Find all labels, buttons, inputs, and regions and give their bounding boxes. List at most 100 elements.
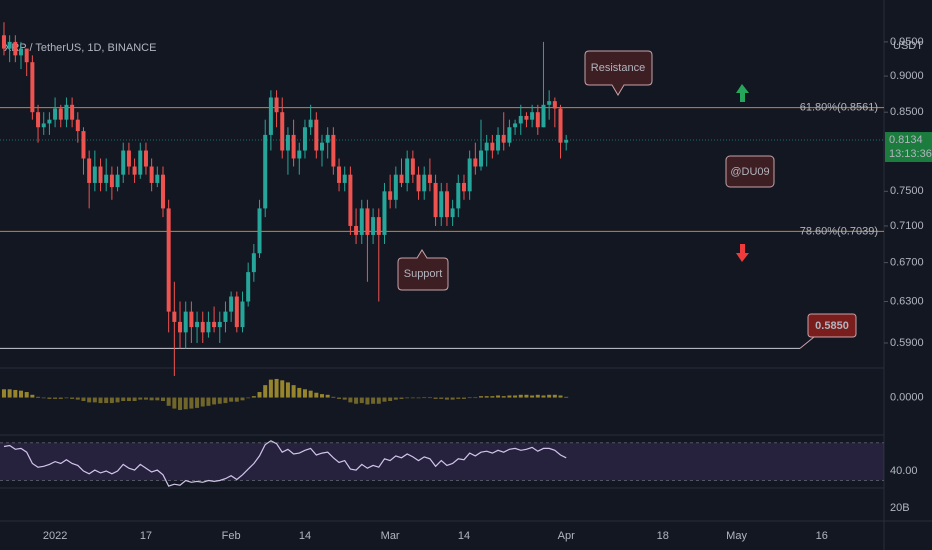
macd-bar (104, 397, 109, 404)
candle-body (246, 272, 251, 302)
macd-bar (507, 395, 512, 398)
candle-body (172, 311, 177, 322)
macd-bar (58, 397, 63, 399)
candle-body (212, 321, 217, 328)
candle-body (308, 119, 313, 128)
candle-body (81, 131, 86, 159)
candle-body (200, 321, 205, 333)
y-tick-label: 0.5900 (890, 337, 924, 349)
macd-bar (206, 397, 211, 406)
macd-bar (183, 397, 188, 410)
candle-body (64, 104, 69, 120)
macd-bar (331, 396, 336, 398)
candle-body (268, 97, 273, 135)
y-tick-label: 0.7500 (890, 185, 924, 197)
macd-bar (382, 397, 387, 402)
candle-body (160, 174, 165, 209)
support-pointer (799, 336, 815, 349)
macd-bar (518, 394, 523, 398)
macd-bar (376, 397, 381, 404)
candle-body (371, 217, 376, 235)
macd-bar (217, 397, 222, 404)
candle-body (490, 142, 495, 151)
macd-bar (450, 397, 455, 400)
macd-bar (200, 397, 205, 407)
candle-body (388, 191, 393, 200)
x-tick-label: 16 (816, 530, 828, 542)
macd-bar (501, 396, 506, 398)
candle-body (541, 104, 546, 128)
candle-body (98, 166, 103, 183)
candle-body (337, 166, 342, 183)
candle-body (297, 150, 302, 159)
candle-body (183, 311, 188, 333)
candle-body (405, 158, 410, 183)
x-tick-label: 18 (657, 530, 669, 542)
candle-body (325, 134, 330, 143)
macd-tick-label: 0.0000 (890, 391, 924, 403)
fib-label: 78.60%(0.7039) (800, 225, 878, 237)
macd-bar (75, 397, 80, 400)
macd-bar (115, 397, 120, 403)
macd-bar (195, 397, 200, 408)
candle-body (467, 158, 472, 192)
last-price-box (885, 132, 932, 163)
macd-bar (7, 389, 12, 398)
macd-bar (246, 397, 251, 399)
macd-bar (302, 389, 307, 398)
candle-body (427, 174, 432, 183)
candle-body (433, 182, 438, 218)
macd-bar (484, 396, 489, 398)
macd-bar (547, 394, 552, 398)
macd-bar (274, 378, 279, 398)
macd-bar (467, 397, 472, 399)
candle-body (331, 134, 336, 167)
macd-bar (422, 397, 427, 399)
candle-body (70, 104, 75, 120)
x-tick-label: 17 (140, 530, 152, 542)
candle-body (439, 191, 444, 218)
down-arrow (736, 244, 749, 262)
candle-body (535, 112, 540, 128)
macd-bar (81, 397, 86, 401)
candle-body (92, 166, 97, 183)
candle-body (348, 174, 353, 226)
candle-body (41, 123, 46, 128)
candle-body (285, 134, 290, 151)
candle-body (240, 301, 245, 328)
callout-text: Support (404, 268, 443, 280)
macd-bar (308, 390, 313, 398)
candle-body (410, 158, 415, 175)
macd-bar (371, 397, 376, 404)
y-tick-label: 0.6300 (890, 295, 924, 307)
candle-body (47, 119, 52, 124)
macd-bar (143, 397, 148, 400)
candle-body (104, 174, 109, 183)
macd-bar (132, 397, 137, 401)
candle-body (484, 142, 489, 151)
candle-body (280, 112, 285, 151)
macd-bar (490, 396, 495, 398)
candle-body (342, 174, 347, 183)
macd-bar (189, 397, 194, 409)
candle-body (121, 150, 126, 175)
macd-bar (240, 397, 245, 401)
macd-bar (541, 395, 546, 398)
resistance-callout: Resistance (584, 50, 653, 96)
rsi-line (3, 440, 567, 487)
macd-bar (166, 397, 171, 406)
chart-title: XRP / TetherUS, 1D, BINANCE (4, 42, 156, 54)
candle-body (302, 127, 307, 151)
candle-body (109, 174, 114, 188)
x-tick-label: Feb (222, 530, 241, 542)
macd-bar (109, 397, 114, 404)
y-tick-label: 0.7100 (890, 220, 924, 232)
candle-body (524, 115, 529, 120)
macd-bar (149, 397, 154, 401)
candle-body (229, 296, 234, 312)
macd-bar (405, 397, 410, 399)
macd-bar (410, 397, 415, 399)
macd-bar (496, 395, 501, 398)
macd-bar (348, 397, 353, 403)
callout-text: Resistance (591, 62, 645, 74)
